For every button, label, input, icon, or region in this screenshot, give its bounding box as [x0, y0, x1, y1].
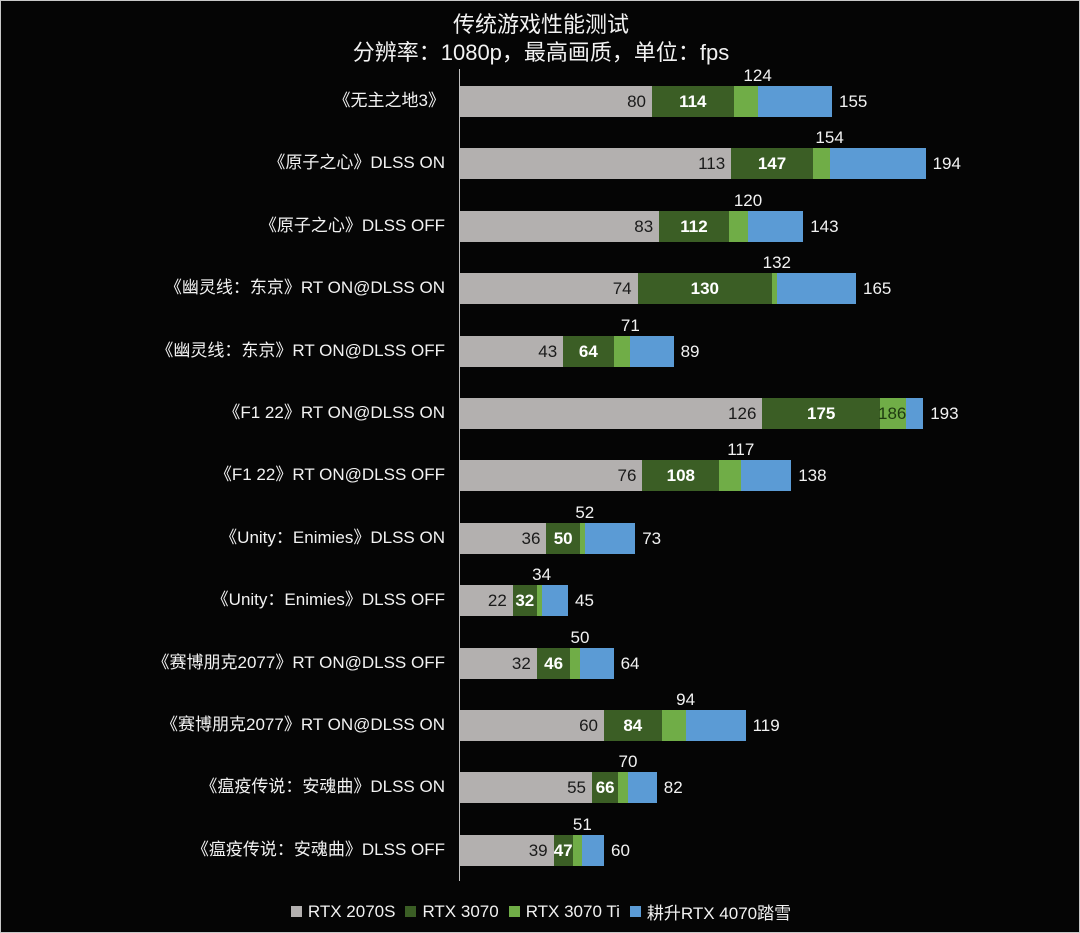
- bar-0: [460, 522, 547, 554]
- value-label-rtx3070ti: 52: [575, 502, 595, 522]
- value-label-rtx3070ti: 154: [815, 128, 844, 148]
- value-label-rtx2070s: 113: [698, 154, 726, 174]
- value-label-rtx4070: 143: [810, 216, 839, 236]
- value-label-rtx4070: 119: [752, 716, 780, 735]
- legend-label: RTX 2070S: [307, 901, 396, 921]
- value-label-rtx3070: 66: [595, 778, 615, 798]
- bar-0: [460, 772, 592, 804]
- value-label-rtx2070s: 80: [627, 92, 646, 111]
- value-label-rtx4070: 155: [839, 92, 868, 111]
- category-label: 《Unity：Enimies》DLSS ON: [220, 527, 445, 547]
- value-label-rtx3070: 114: [679, 92, 707, 111]
- category-label: 《赛博朋克2077》RT ON@DLSS OFF: [152, 652, 445, 672]
- value-label-rtx3070ti: 94: [676, 690, 696, 709]
- chart-title: 传统游戏性能测试: [452, 12, 629, 37]
- value-label-rtx3070ti: 186: [878, 404, 907, 423]
- legend-swatch-icon: [290, 906, 302, 917]
- value-label-rtx4070: 45: [575, 591, 594, 611]
- value-label-rtx2070s: 76: [617, 466, 637, 486]
- category-label: 《原子之心》DLSS ON: [268, 153, 445, 173]
- category-label: 《幽灵线：东京》RT ON@DLSS ON: [164, 278, 445, 298]
- value-label-rtx3070ti: 124: [743, 66, 772, 85]
- category-label: 《Unity：Enimies》DLSS OFF: [211, 590, 445, 610]
- value-label-rtx2070s: 32: [511, 653, 531, 673]
- legend-swatch-icon: [629, 906, 641, 917]
- bar-0: [460, 460, 643, 492]
- bar-0: [460, 710, 604, 741]
- value-label-rtx2070s: 60: [579, 716, 598, 735]
- value-label-rtx2070s: 36: [521, 528, 541, 548]
- value-label-rtx4070: 89: [680, 341, 700, 361]
- value-label-rtx2070s: 74: [612, 279, 632, 299]
- value-label-rtx4070: 64: [620, 653, 640, 673]
- bar-0: [460, 834, 554, 866]
- value-label-rtx3070ti: 50: [570, 627, 590, 647]
- legend: RTX 2070S RTX 3070 RTX 3070 Ti 耕升RTX 4070踏雪: [1, 899, 1079, 924]
- category-label: 《F1 22》RT ON@DLSS OFF: [214, 465, 445, 485]
- value-label-rtx3070ti: 34: [532, 565, 552, 585]
- category-label: 《原子之心》DLSS OFF: [259, 215, 445, 235]
- value-label-rtx3070ti: 120: [733, 190, 763, 210]
- value-label-rtx3070ti: 132: [762, 253, 791, 273]
- value-label-rtx3070: 46: [544, 653, 564, 673]
- legend-swatch-icon: [508, 906, 520, 917]
- value-label-rtx2070s: 83: [634, 216, 654, 236]
- category-label: 《幽灵线：东京》RT ON@DLSS OFF: [156, 340, 445, 360]
- value-label-rtx3070: 175: [807, 404, 836, 423]
- value-label-rtx3070: 108: [666, 466, 695, 486]
- category-label: 《瘟疫传说：安魂曲》DLSS OFF: [191, 839, 445, 859]
- value-label-rtx2070s: 43: [538, 341, 558, 361]
- category-label: 《赛博朋克2077》RT ON@DLSS ON: [161, 715, 445, 734]
- bar-0: [460, 210, 660, 242]
- legend-item: RTX 2070S: [290, 899, 396, 924]
- legend-swatch-icon: [405, 906, 417, 917]
- legend-label: 耕升RTX 4070踏雪: [646, 904, 792, 923]
- value-label-rtx3070ti: 71: [620, 315, 640, 335]
- legend-label: RTX 3070: [422, 901, 499, 921]
- value-label-rtx4070: 60: [611, 840, 630, 860]
- bar-0: [460, 585, 513, 617]
- value-label-rtx3070: 147: [757, 154, 787, 174]
- value-label-rtx4070: 82: [663, 778, 683, 798]
- bar-0: [460, 273, 638, 305]
- legend-item: 耕升RTX 4070踏雪: [629, 899, 792, 924]
- value-label-rtx3070: 64: [578, 341, 598, 361]
- value-label-rtx3070: 130: [690, 279, 719, 299]
- value-label-rtx4070: 165: [863, 279, 892, 299]
- value-label-rtx3070: 112: [680, 216, 708, 236]
- bar-0: [460, 647, 537, 679]
- value-label-rtx3070ti: 51: [572, 814, 592, 834]
- bar-0: [460, 335, 564, 367]
- value-label-rtx3070: 84: [623, 716, 643, 735]
- value-label-rtx4070: 193: [930, 404, 959, 423]
- value-label-rtx3070ti: 70: [618, 752, 638, 772]
- legend-label: RTX 3070 Ti: [525, 901, 620, 921]
- value-label-rtx3070: 32: [515, 591, 535, 611]
- chart-subtitle: 分辨率：1080p，最高画质，单位：fps: [352, 40, 730, 65]
- value-label-rtx3070: 47: [553, 840, 573, 860]
- bar-0: [460, 148, 732, 180]
- category-axis-line: [459, 69, 460, 881]
- value-label-rtx3070ti: 117: [727, 440, 755, 460]
- value-label-rtx2070s: 55: [567, 778, 586, 798]
- value-label-rtx2070s: 126: [728, 404, 757, 423]
- bar-0: [460, 398, 763, 429]
- value-label-rtx4070: 194: [932, 154, 961, 174]
- bar-0: [460, 86, 652, 117]
- value-label-rtx3070: 50: [553, 528, 573, 548]
- legend-item: RTX 3070: [405, 899, 499, 924]
- category-label: 《瘟疫传说：安魂曲》DLSS ON: [200, 777, 445, 797]
- value-label-rtx2070s: 22: [487, 591, 507, 611]
- category-label: 《无主之地3》: [333, 91, 445, 110]
- value-label-rtx4070: 73: [642, 528, 662, 548]
- legend-item: RTX 3070 Ti: [508, 899, 620, 924]
- category-label: 《F1 22》RT ON@DLSS ON: [223, 403, 445, 422]
- value-label-rtx4070: 138: [798, 466, 827, 486]
- value-label-rtx2070s: 39: [528, 840, 548, 860]
